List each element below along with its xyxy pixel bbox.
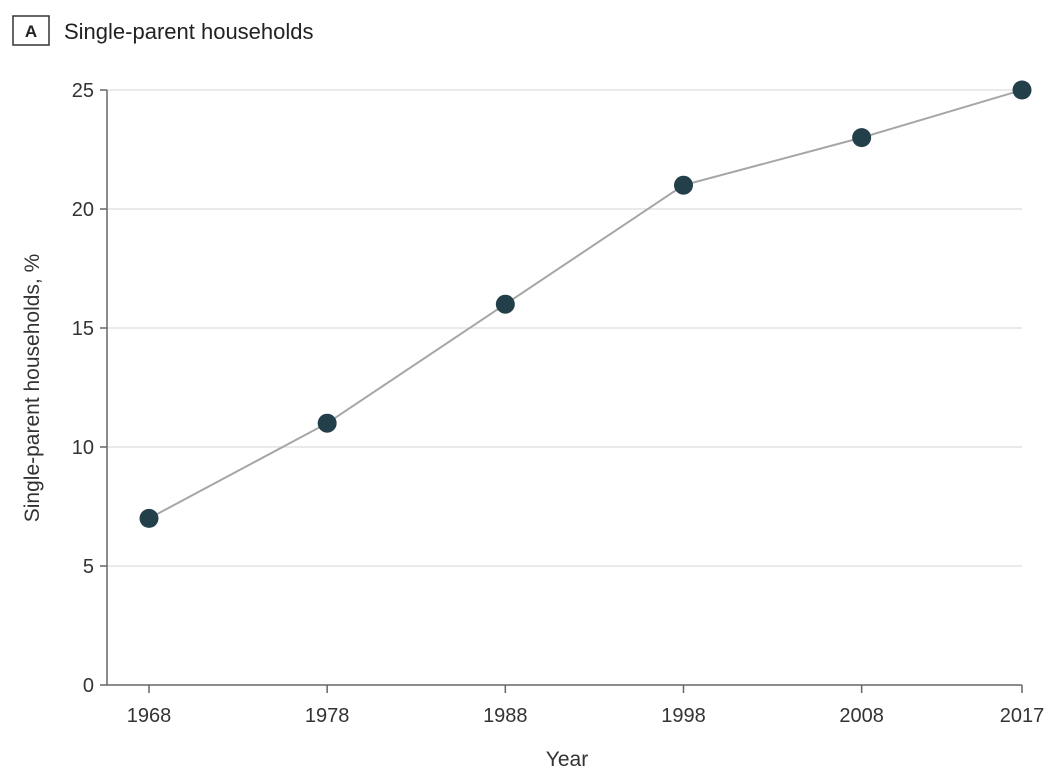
data-point-1998: [673, 175, 693, 195]
panel-label-box: [12, 15, 50, 46]
y-tick-label: 15: [72, 318, 94, 340]
y-tick-label: 5: [83, 556, 94, 578]
y-tick-label: 0: [83, 675, 94, 697]
x-axis-label: Year: [546, 748, 588, 771]
x-tick-label: 1998: [661, 705, 706, 727]
series: [139, 80, 1032, 528]
y-tick-label: 10: [72, 437, 94, 459]
gridlines: [107, 89, 1022, 567]
data-point-2008: [852, 128, 872, 148]
x-tick-label: 1988: [483, 705, 528, 727]
panel-letter: A: [25, 22, 37, 41]
data-point-1978: [317, 413, 337, 433]
chart-header: A Single-parent households: [12, 15, 314, 46]
x-tick-label: 1978: [305, 705, 350, 727]
data-point-1968: [139, 508, 159, 528]
chart-title: Single-parent households: [64, 19, 314, 44]
data-point-1988: [495, 294, 515, 314]
y-tick-label: 25: [72, 80, 94, 102]
y-axis-ticks: 0 5 10 15 20 25: [72, 80, 107, 697]
x-tick-label: 2017: [1000, 705, 1045, 727]
y-tick-label: 20: [72, 199, 94, 221]
x-tick-label: 1968: [127, 705, 172, 727]
x-axis-ticks: 1968 1978 1988 1998 2008 2017: [127, 685, 1045, 727]
axes: [106, 90, 1022, 686]
series-line: [148, 89, 1023, 520]
y-axis-label: Single-parent households, %: [21, 254, 44, 523]
data-point-2017: [1012, 80, 1032, 100]
x-tick-label: 2008: [839, 705, 884, 727]
